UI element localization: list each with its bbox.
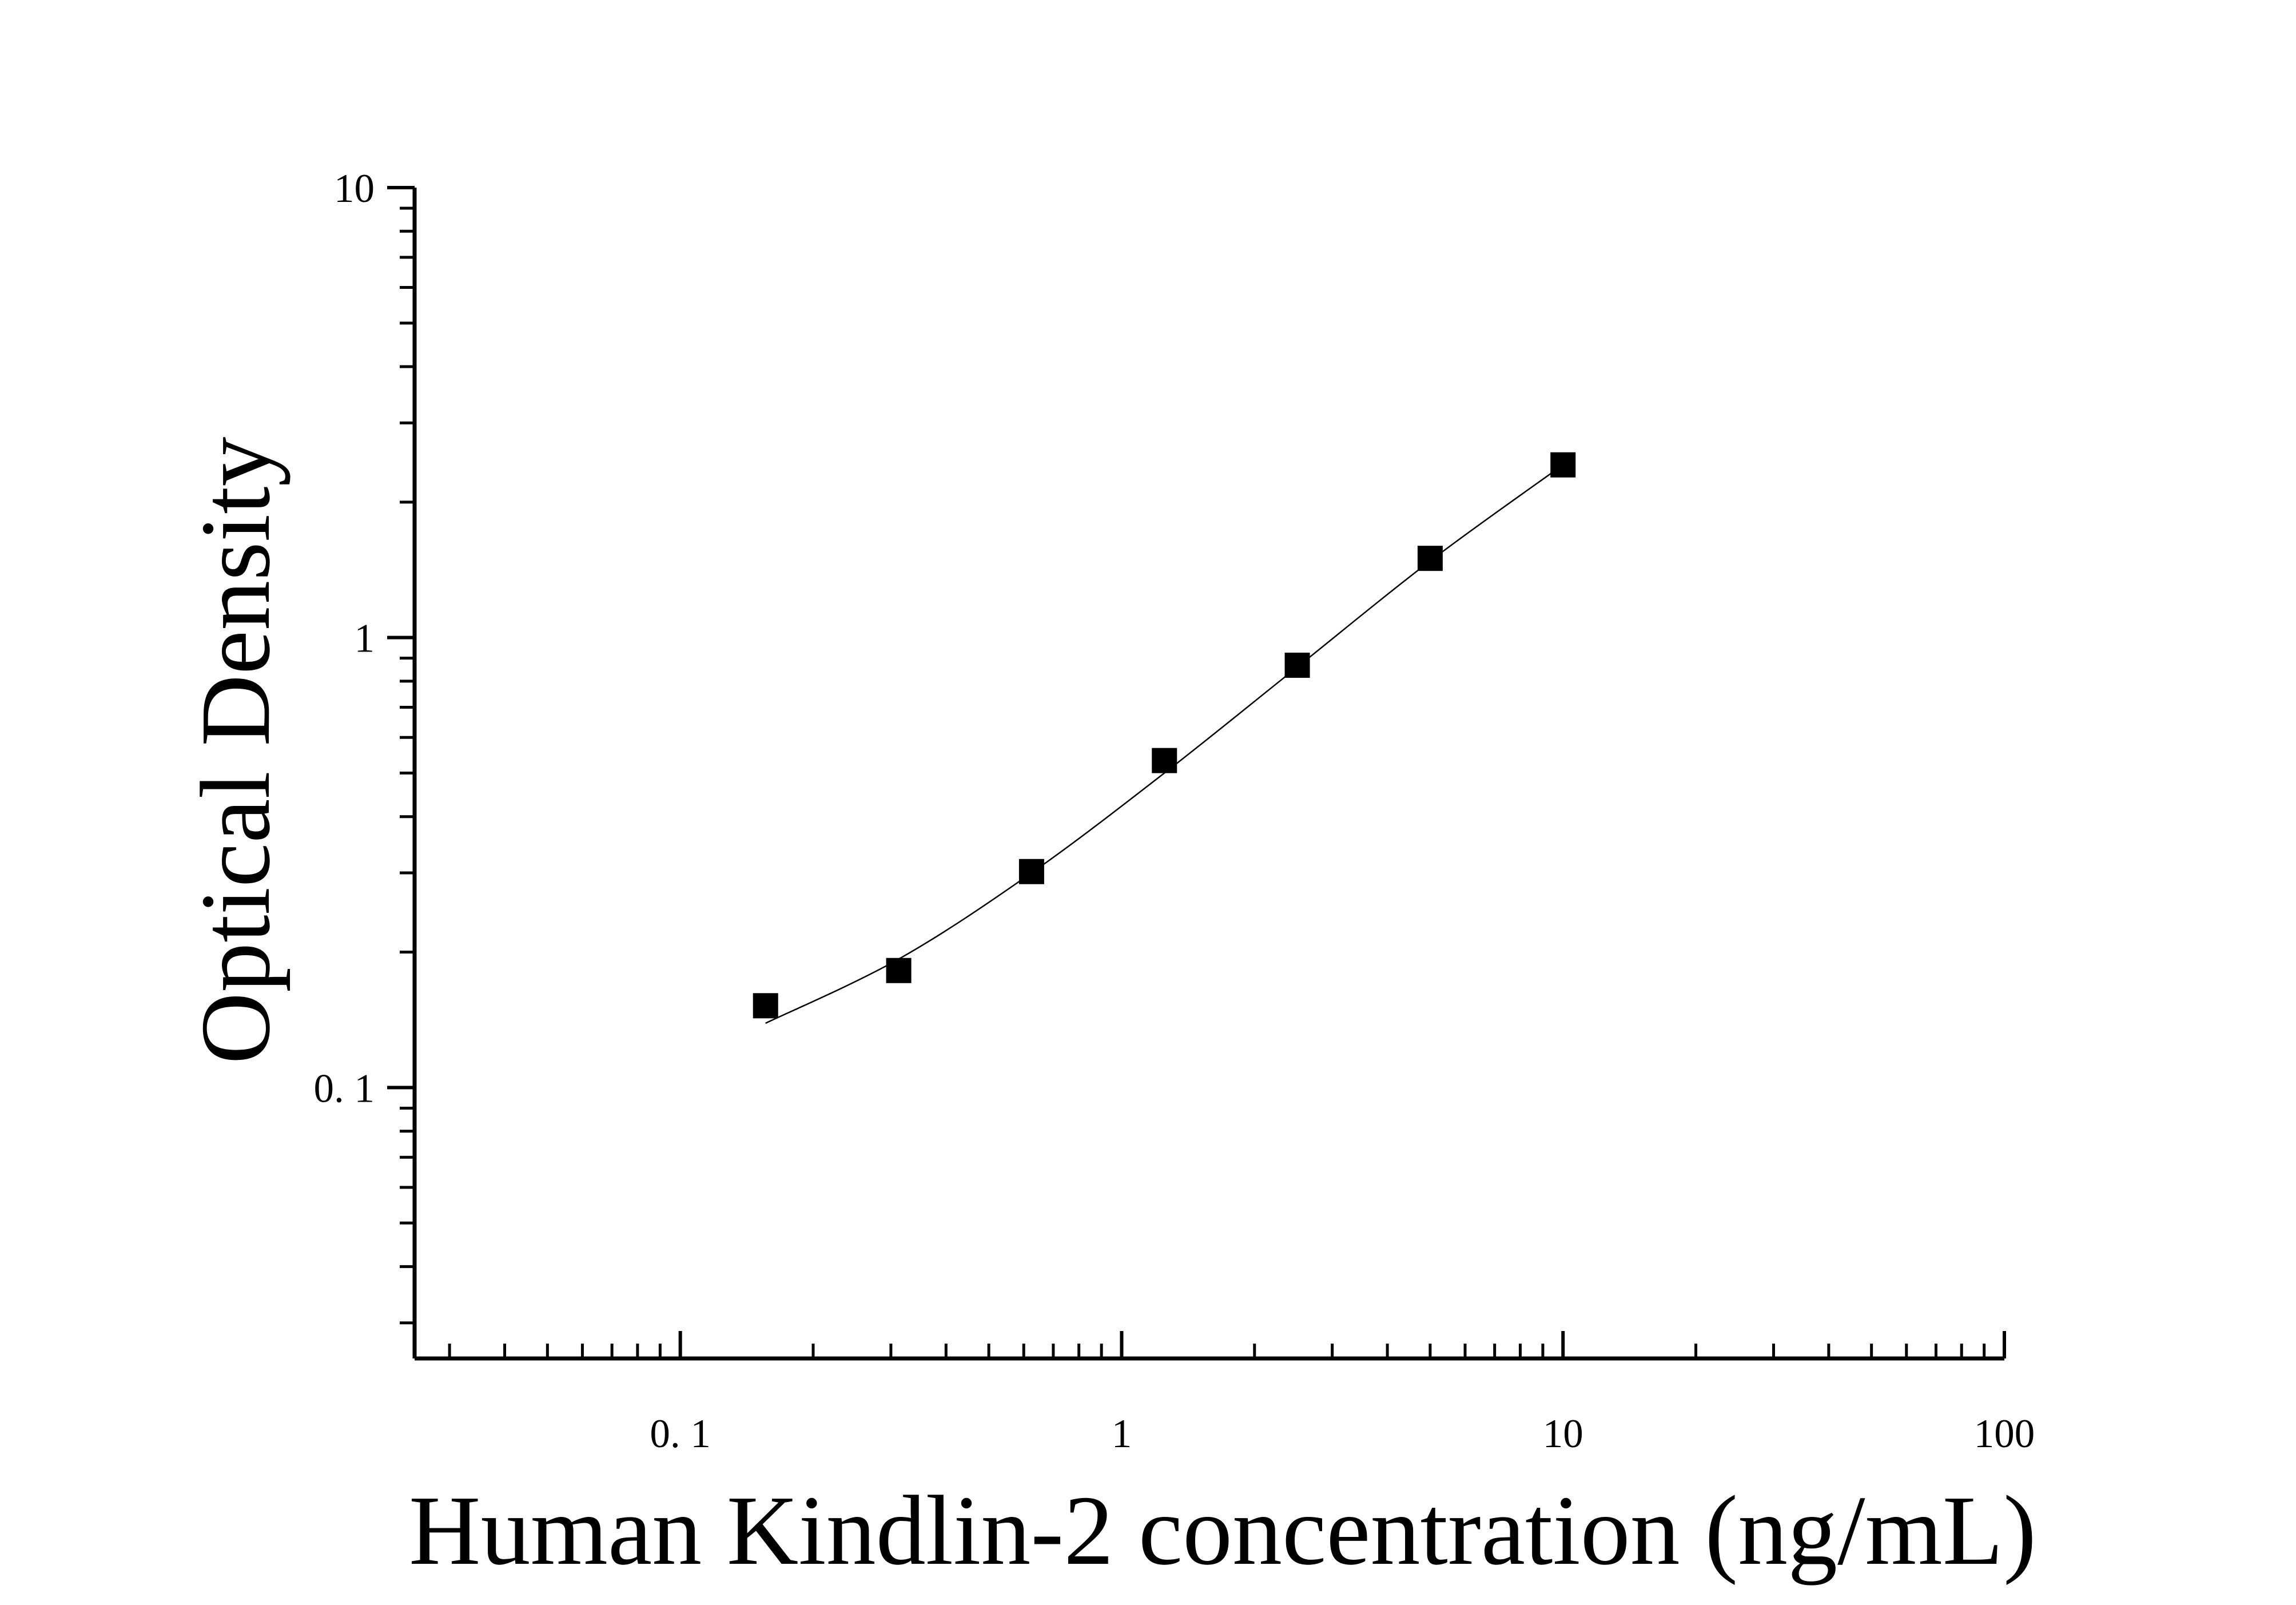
- y-axis-tick-labels: 0. 1 1 10: [314, 166, 375, 1111]
- x-tick-label: 1: [1112, 1412, 1132, 1456]
- data-point: [1284, 653, 1310, 678]
- y-axis-ticks: [387, 186, 415, 1325]
- x-tick-label: 0. 1: [650, 1412, 711, 1456]
- data-point: [1550, 452, 1576, 478]
- x-axis-tick-labels: 0. 1 1 10 100: [650, 1412, 2035, 1456]
- x-tick-label: 100: [1974, 1412, 2035, 1456]
- y-tick-label: 10: [334, 166, 375, 211]
- data-point: [1152, 748, 1177, 773]
- y-axis-title: Optical Density: [180, 437, 291, 1064]
- x-axis-ticks: [448, 1331, 2006, 1358]
- x-axis-title: Human Kindlin-2 concentration (ng/mL): [409, 1475, 2036, 1586]
- y-tick-label: 0. 1: [314, 1066, 375, 1111]
- y-tick-label: 1: [355, 617, 375, 661]
- x-tick-label: 10: [1543, 1412, 1583, 1456]
- data-point: [1417, 546, 1443, 571]
- data-point: [1018, 859, 1044, 884]
- data-point: [753, 993, 778, 1019]
- data-markers: [753, 452, 1576, 1019]
- data-point: [886, 958, 912, 983]
- fit-curve: [765, 464, 1563, 1024]
